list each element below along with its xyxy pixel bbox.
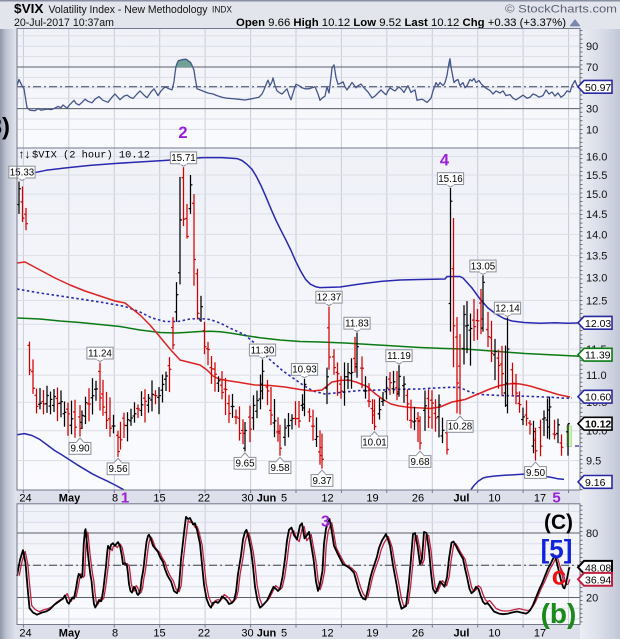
svg-text:9.58: 9.58	[270, 463, 290, 474]
svg-text:(b): (b)	[541, 598, 577, 629]
svg-text:1: 1	[121, 490, 129, 507]
svg-text:5: 5	[281, 627, 287, 639]
svg-text:11.30: 11.30	[251, 345, 275, 356]
svg-text:May: May	[59, 627, 81, 639]
svg-text:10.01: 10.01	[362, 437, 387, 448]
svg-text:$VIX (2 hour) 10.12: $VIX (2 hour) 10.12	[32, 150, 150, 162]
svg-text:3): 3)	[0, 114, 10, 141]
svg-text:Open 9.66 High 10.12 Low 9.52: Open 9.66 High 10.12 Low 9.52 Last 10.12…	[236, 17, 566, 29]
svg-text:22: 22	[198, 492, 210, 504]
svg-text:© StockCharts.com: © StockCharts.com	[505, 4, 617, 16]
svg-text:10: 10	[586, 124, 598, 136]
svg-text:36.94: 36.94	[585, 574, 611, 586]
svg-text:14.0: 14.0	[586, 229, 607, 241]
svg-text:80: 80	[586, 528, 598, 540]
svg-text:9.90: 9.90	[70, 444, 90, 455]
svg-text:10.12: 10.12	[585, 419, 611, 431]
svg-text:14.5: 14.5	[586, 209, 607, 221]
svg-text:Jul: Jul	[454, 492, 470, 504]
svg-text:19: 19	[366, 492, 378, 504]
svg-text:20-Jul-2017 10:37am: 20-Jul-2017 10:37am	[14, 17, 114, 29]
svg-text:9.65: 9.65	[235, 459, 255, 470]
svg-text:48.08: 48.08	[585, 562, 611, 574]
svg-text:Jun: Jun	[257, 627, 277, 639]
svg-text:8: 8	[112, 492, 118, 504]
svg-text:15: 15	[153, 492, 165, 504]
svg-text:c: c	[552, 561, 566, 591]
svg-text:2: 2	[178, 124, 187, 142]
svg-text:INDX: INDX	[212, 5, 233, 16]
svg-text:↑↓: ↑↓	[19, 147, 31, 161]
svg-text:13.5: 13.5	[586, 251, 607, 263]
svg-text:30: 30	[241, 492, 253, 504]
svg-text:4: 4	[440, 152, 450, 170]
svg-text:May: May	[59, 492, 81, 504]
svg-text:15.5: 15.5	[586, 170, 607, 182]
svg-text:16.0: 16.0	[586, 152, 607, 164]
svg-text:[5]: [5]	[541, 534, 573, 564]
svg-text:13.05: 13.05	[471, 261, 496, 272]
svg-text:70: 70	[586, 62, 598, 74]
svg-text:15.33: 15.33	[10, 167, 35, 178]
svg-text:9.50: 9.50	[526, 468, 546, 479]
svg-text:17: 17	[534, 627, 546, 639]
svg-text:22: 22	[198, 627, 210, 639]
svg-text:$VIX: $VIX	[14, 1, 44, 16]
svg-text:12.14: 12.14	[495, 303, 520, 314]
svg-text:50.97: 50.97	[585, 82, 611, 94]
svg-text:11.24: 11.24	[88, 348, 112, 359]
svg-text:8: 8	[112, 627, 118, 639]
svg-text:12.37: 12.37	[317, 293, 342, 304]
svg-text:10.93: 10.93	[292, 365, 317, 376]
svg-text:9.56: 9.56	[108, 464, 128, 475]
svg-text:26: 26	[412, 492, 424, 504]
svg-text:12.03: 12.03	[585, 318, 611, 330]
svg-text:9.5: 9.5	[586, 456, 601, 468]
svg-text:9.16: 9.16	[585, 477, 606, 489]
svg-text:15.0: 15.0	[586, 189, 607, 201]
svg-text:11.0: 11.0	[586, 370, 607, 382]
svg-text:24: 24	[19, 492, 31, 504]
svg-text:17: 17	[534, 492, 546, 504]
svg-text:24: 24	[19, 627, 31, 639]
svg-text:20: 20	[586, 593, 598, 605]
svg-text:5: 5	[552, 490, 560, 507]
svg-text:5: 5	[281, 492, 287, 504]
svg-text:11.19: 11.19	[387, 351, 411, 362]
svg-text:9.37: 9.37	[312, 476, 331, 487]
svg-text:3: 3	[321, 514, 330, 531]
svg-text:11.83: 11.83	[345, 319, 369, 330]
svg-text:26: 26	[412, 627, 424, 639]
svg-text:9.68: 9.68	[410, 457, 430, 468]
svg-text:10: 10	[488, 627, 500, 639]
svg-text:12: 12	[321, 627, 333, 639]
svg-text:15.16: 15.16	[438, 174, 463, 185]
svg-text:Jun: Jun	[257, 492, 277, 504]
svg-text:Jul: Jul	[454, 627, 470, 639]
svg-text:13.0: 13.0	[586, 273, 607, 285]
svg-text:12: 12	[321, 492, 333, 504]
svg-text:10.60: 10.60	[585, 392, 611, 404]
svg-text:30: 30	[241, 627, 253, 639]
svg-text:Volatility Index - New Methodo: Volatility Index - New Methodology	[49, 4, 208, 16]
svg-text:15.71: 15.71	[171, 153, 196, 164]
svg-text:15: 15	[153, 627, 165, 639]
svg-text:10.28: 10.28	[448, 422, 473, 433]
svg-text:90: 90	[586, 41, 598, 53]
svg-text:10: 10	[488, 492, 500, 504]
svg-text:(C): (C)	[544, 511, 573, 534]
svg-text:30: 30	[586, 104, 598, 116]
svg-text:12.5: 12.5	[586, 296, 607, 308]
svg-text:19: 19	[366, 627, 378, 639]
svg-text:11.39: 11.39	[585, 350, 611, 362]
